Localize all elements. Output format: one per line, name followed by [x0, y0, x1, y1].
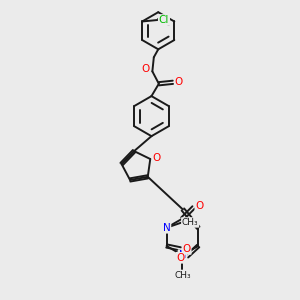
Text: O: O	[176, 253, 185, 263]
Text: O: O	[182, 244, 191, 254]
Text: Cl: Cl	[159, 15, 169, 25]
Text: N: N	[178, 250, 186, 260]
Text: O: O	[195, 201, 204, 211]
Text: O: O	[142, 64, 150, 74]
Text: N: N	[163, 223, 170, 233]
Text: CH₃: CH₃	[174, 271, 191, 280]
Text: O: O	[175, 77, 183, 87]
Text: CH₃: CH₃	[182, 218, 198, 227]
Text: O: O	[153, 153, 161, 163]
